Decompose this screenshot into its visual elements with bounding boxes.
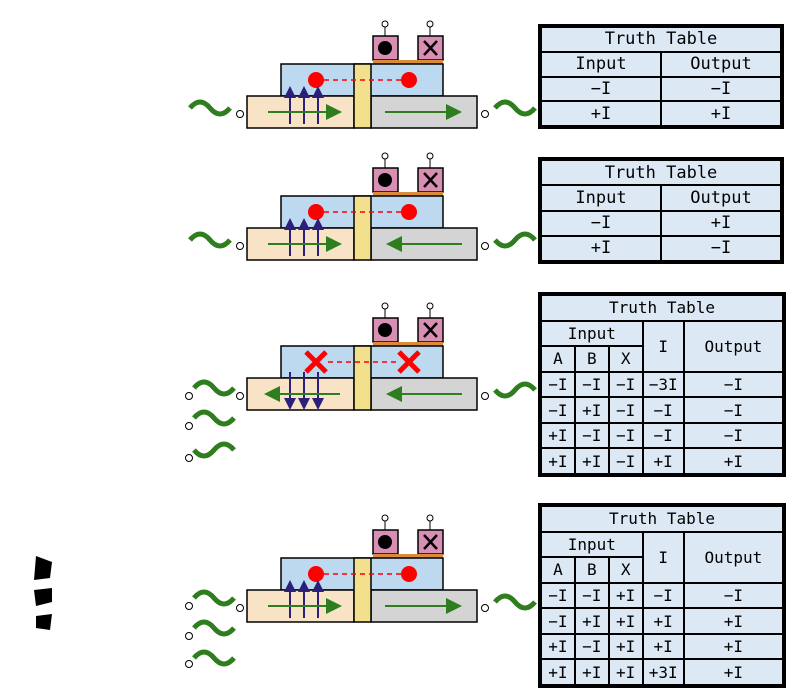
table-cell: −I — [573, 581, 610, 610]
table-cell: −I — [540, 607, 576, 635]
table-cell: −I — [573, 370, 610, 399]
table-cell: +I — [540, 234, 662, 263]
table-title: Truth Table — [540, 26, 782, 53]
table-cell: +I — [540, 632, 576, 661]
header-input: Input — [540, 184, 662, 212]
bullet-dot-icon — [378, 173, 392, 187]
header-x: X — [607, 556, 644, 584]
table-cell: +I — [607, 658, 644, 686]
table-cell: −I — [573, 421, 610, 450]
input-wave-icon — [188, 99, 232, 117]
header-output: Output — [660, 184, 782, 212]
header-output: Output — [682, 530, 785, 584]
truth-table-1: Truth Table Input Output −I −I +I +I — [538, 24, 784, 129]
red-x-icon — [304, 350, 328, 374]
bullet-dot-icon — [378, 323, 392, 337]
table-cell: −I — [682, 396, 785, 424]
table-cell: −I — [682, 581, 785, 610]
table-cell: +I — [660, 100, 782, 127]
header-output: Output — [682, 319, 785, 373]
table-cell: +I — [573, 447, 610, 475]
cross-icon — [423, 40, 438, 56]
table-cell: +3I — [641, 658, 685, 686]
table-cell: +I — [641, 447, 685, 475]
cross-icon — [423, 172, 438, 188]
header-b: B — [573, 345, 610, 373]
cross-icon — [423, 322, 438, 338]
device-2 — [188, 152, 537, 261]
table-cell: −I — [641, 421, 685, 450]
truth-table-4: Truth Table Input I Output A B X −I −I +… — [538, 503, 786, 688]
coupler — [353, 63, 372, 129]
table-cell: +I — [540, 100, 662, 127]
table-cell: −I — [573, 632, 610, 661]
table-cell: −I — [682, 421, 785, 450]
table-cell: +I — [607, 581, 644, 610]
table-cell: +I — [641, 632, 685, 661]
table-cell: +I — [641, 607, 685, 635]
cross-icon — [423, 534, 438, 550]
header-input-group: Input — [540, 319, 644, 348]
device-4 — [185, 514, 537, 668]
table-cell: −I — [540, 209, 662, 237]
header-i: I — [641, 319, 685, 373]
table-cell: −I — [641, 396, 685, 424]
header-input: Input — [540, 50, 662, 78]
table-cell: −I — [540, 75, 662, 103]
table-cell: +I — [573, 396, 610, 424]
table-cell: +I — [682, 447, 785, 475]
table-cell: −3I — [641, 370, 685, 399]
table-title: Truth Table — [540, 294, 784, 322]
table-title: Truth Table — [540, 158, 782, 187]
device-1 — [188, 20, 537, 129]
table-title: Truth Table — [540, 505, 784, 533]
table-cell: +I — [573, 658, 610, 686]
table-cell: −I — [607, 396, 644, 424]
table-cell: −I — [540, 581, 576, 610]
table-cell: +I — [682, 632, 785, 661]
table-cell: −I — [540, 396, 576, 424]
table-cell: +I — [540, 447, 576, 475]
table-cell: −I — [641, 581, 685, 610]
header-b: B — [573, 556, 610, 584]
table-cell: +I — [682, 658, 785, 686]
table-cell: +I — [682, 607, 785, 635]
table-cell: −I — [607, 370, 644, 399]
header-output: Output — [660, 50, 782, 78]
truth-table-2: Truth Table Input Output −I +I +I −I — [538, 157, 784, 264]
output-wave-icon — [493, 99, 537, 117]
bullet-dot-icon — [378, 41, 392, 55]
header-x: X — [607, 345, 644, 373]
table-cell: −I — [607, 447, 644, 475]
device-3 — [185, 302, 537, 462]
table-cell: +I — [540, 658, 576, 686]
edge-mark — [34, 556, 52, 630]
truth-table-3: Truth Table Input I Output A B X −I −I −… — [538, 292, 786, 477]
header-a: A — [540, 556, 576, 584]
header-input-group: Input — [540, 530, 644, 559]
red-x-icon — [397, 350, 421, 374]
table-cell: +I — [607, 632, 644, 661]
bullet-dot-icon — [378, 535, 392, 549]
table-cell: +I — [660, 209, 782, 237]
table-cell: −I — [682, 370, 785, 399]
table-cell: +I — [540, 421, 576, 450]
table-cell: +I — [573, 607, 610, 635]
table-cell: −I — [660, 234, 782, 263]
table-cell: −I — [660, 75, 782, 103]
table-cell: +I — [607, 607, 644, 635]
table-cell: −I — [540, 370, 576, 399]
header-a: A — [540, 345, 576, 373]
table-cell: −I — [607, 421, 644, 450]
header-i: I — [641, 530, 685, 584]
